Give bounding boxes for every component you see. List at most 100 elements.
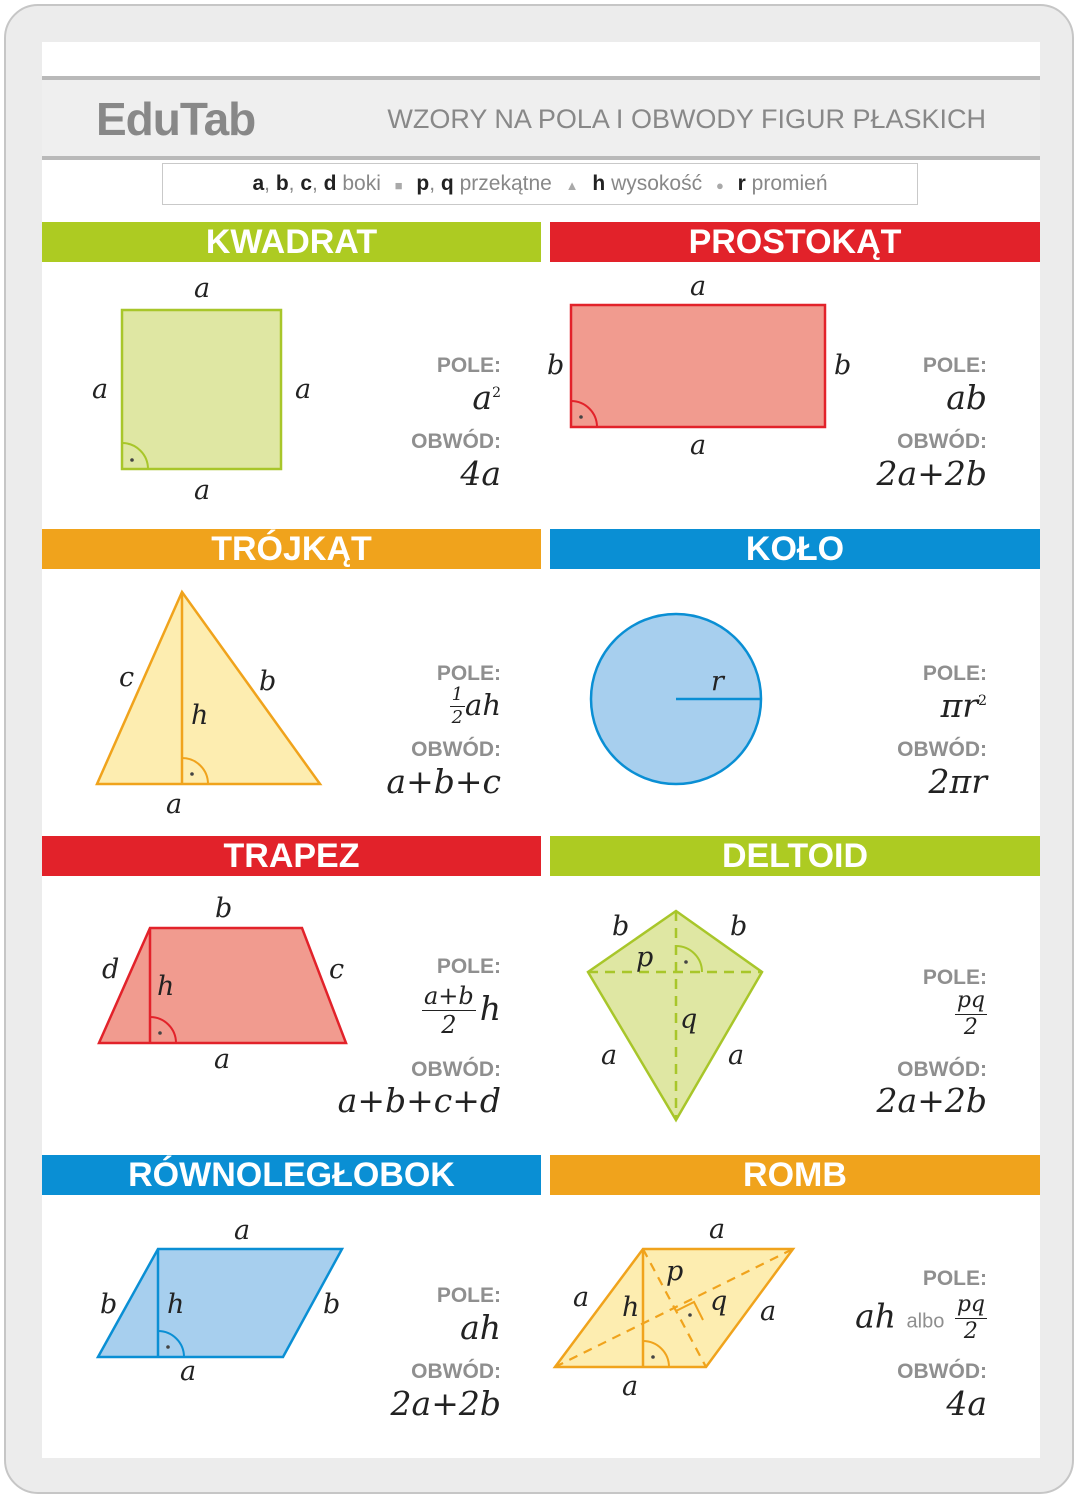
side-label: a — [690, 430, 706, 461]
side-label: b — [215, 893, 232, 924]
legend-symbol: a — [252, 172, 265, 195]
area-label: POLE: — [436, 1284, 501, 1307]
side-label: a — [194, 475, 210, 506]
legend: a, b, c, d boki ■ p, q przekątne ▲ h wys… — [162, 163, 918, 205]
perimeter-formula: 4a — [460, 454, 501, 493]
perimeter-formula: a+b+c — [386, 762, 501, 801]
side-label: b — [323, 1289, 340, 1320]
perimeter-label: OBWÓD: — [411, 430, 501, 453]
legend-text: wysokość — [611, 172, 703, 195]
side-label: c — [329, 954, 344, 985]
legend-symbol: p — [416, 172, 430, 195]
area-formula: a2 — [472, 378, 501, 417]
legend-text: przekątne — [459, 172, 552, 195]
side-label: a — [728, 1040, 744, 1071]
side-label: d — [102, 954, 119, 985]
perimeter-label: OBWÓD: — [897, 1360, 987, 1383]
height-label: h — [157, 971, 174, 1002]
side-label: c — [119, 662, 134, 693]
side-label: a — [601, 1040, 617, 1071]
legend-symbol: b — [275, 172, 289, 195]
side-label: b — [259, 666, 276, 697]
perimeter-label: OBWÓD: — [411, 738, 501, 761]
area-label: POLE: — [436, 662, 501, 685]
side-label: a — [180, 1356, 196, 1387]
side-label: a — [709, 1214, 725, 1245]
height-label: h — [191, 700, 208, 731]
radius-label: r — [711, 666, 726, 697]
side-label: a — [234, 1215, 250, 1246]
section-title-rownoleglobok: RÓWNOLEGŁOBOK — [42, 1155, 541, 1195]
perimeter-formula: a+b+c+d — [337, 1081, 501, 1120]
section-title-trojkat: TRÓJKĄT — [42, 529, 541, 569]
area-formula: πr2 — [940, 686, 987, 725]
side-label: a — [573, 1282, 589, 1313]
section-title-romb: ROMB — [550, 1155, 1040, 1195]
legend-symbol: d — [323, 172, 337, 195]
legend-symbol: q — [440, 172, 454, 195]
section-title-kolo: KOŁO — [550, 529, 1040, 569]
section-title-trapez: TRAPEZ — [42, 836, 541, 876]
perimeter-formula: 2a+2b — [876, 1081, 987, 1120]
area-formula: ab — [946, 378, 987, 417]
side-label: b — [547, 350, 564, 381]
section-title-prostokat: PROSTOKĄT — [550, 222, 1040, 262]
perimeter-label: OBWÓD: — [411, 1360, 501, 1383]
perimeter-label: OBWÓD: — [897, 738, 987, 761]
perimeter-label: OBWÓD: — [897, 430, 987, 453]
area-formula: ah — [460, 1308, 501, 1347]
square-bullet-icon: ■ — [394, 178, 403, 193]
section-title-kwadrat: KWADRAT — [42, 222, 541, 262]
diagonal-label: p — [666, 1256, 683, 1287]
area-label: POLE: — [436, 354, 501, 377]
area-formula: pq 2 — [954, 988, 987, 1040]
perimeter-formula: 4a — [946, 1384, 987, 1423]
height-label: h — [622, 1292, 639, 1323]
side-label: a — [690, 271, 706, 302]
area-formula: ah albo pq 2 — [855, 1292, 987, 1344]
header: EduTab WZORY NA POLA I OBWODY FIGUR PŁAS… — [42, 76, 1040, 160]
side-label: a — [214, 1044, 230, 1075]
perimeter-label: OBWÓD: — [411, 1058, 501, 1081]
circle-bullet-icon: ● — [715, 178, 724, 193]
diagonal-label: p — [636, 942, 653, 973]
side-label: a — [760, 1296, 776, 1327]
side-label: b — [612, 911, 629, 942]
area-label: POLE: — [922, 1267, 987, 1290]
side-label: b — [100, 1289, 117, 1320]
triangle-bullet-icon: ▲ — [565, 178, 579, 193]
area-formula: a+b 2 h — [421, 982, 501, 1039]
legend-symbol: r — [737, 172, 746, 195]
diagonal-label: q — [680, 1004, 697, 1035]
area-formula: 1 2 ah — [449, 683, 501, 728]
side-label: a — [622, 1371, 638, 1402]
legend-symbol: h — [592, 172, 606, 195]
area-label: POLE: — [922, 354, 987, 377]
page-title: WZORY NA POLA I OBWODY FIGUR PŁASKICH — [387, 104, 986, 134]
side-label: a — [295, 374, 311, 405]
edutab-logo: EduTab — [96, 93, 256, 145]
perimeter-formula: 2a+2b — [876, 454, 987, 493]
area-label: POLE: — [436, 955, 501, 978]
perimeter-formula: 2πr — [928, 762, 987, 801]
legend-text: boki — [342, 172, 381, 195]
side-label: a — [194, 273, 210, 304]
legend-text: promień — [751, 172, 828, 195]
height-label: h — [167, 1289, 184, 1320]
side-label: a — [166, 789, 182, 820]
area-label: POLE: — [922, 662, 987, 685]
section-title-deltoid: DELTOID — [550, 836, 1040, 876]
side-label: b — [730, 911, 747, 942]
perimeter-label: OBWÓD: — [897, 1058, 987, 1081]
area-label: POLE: — [922, 966, 987, 989]
side-label: b — [834, 350, 851, 381]
perimeter-formula: 2a+2b — [390, 1384, 501, 1423]
